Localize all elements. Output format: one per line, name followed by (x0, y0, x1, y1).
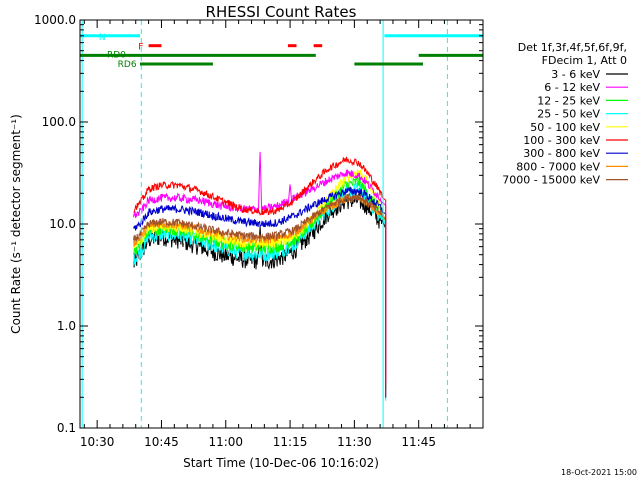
x-tick-label: 11:15 (273, 435, 308, 449)
series-line-7000-15000-kev (133, 194, 387, 383)
legend-header-line: Det 1f,3f,4f,5f,6f,9f, (518, 41, 627, 54)
x-tick-label: 10:30 (80, 435, 115, 449)
legend: Det 1f,3f,4f,5f,6f,9f,FDecim 1, Att 03 -… (502, 41, 628, 187)
flag-label-rd0: RD0 (107, 50, 126, 60)
chart-title: RHESSI Count Rates (206, 3, 357, 21)
series-line-300-800-kev (133, 186, 387, 398)
series-line-50-100-kev (133, 169, 387, 385)
flag-label-f: F (138, 43, 143, 53)
x-tick-label: 10:45 (144, 435, 179, 449)
legend-entry-label: 100 - 300 keV (523, 134, 600, 147)
y-tick-label: 0.1 (57, 421, 76, 435)
legend-entry-label: 25 - 50 keV (537, 108, 600, 121)
x-tick-label: 11:30 (337, 435, 372, 449)
x-axis-label: Start Time (10-Dec-06 10:16:02) (183, 456, 379, 470)
footer-date: 18-Oct-2021 15:00 (561, 468, 637, 477)
y-tick-label: 1.0 (57, 319, 76, 333)
legend-entry-label: 3 - 6 keV (551, 68, 600, 81)
y-axis-label: Count Rate (s⁻¹ detector segment⁻¹) (9, 114, 23, 334)
legend-entry-label: 50 - 100 keV (530, 121, 600, 134)
legend-entry-label: 300 - 800 keV (523, 147, 600, 160)
chart-marks (80, 20, 483, 428)
flag-label-rd6: RD6 (118, 60, 137, 70)
legend-entry-label: 6 - 12 keV (544, 81, 600, 94)
legend-entry-label: 800 - 7000 keV (516, 160, 600, 173)
y-tick-label: 10.0 (49, 217, 76, 231)
x-tick-label: 11:45 (401, 435, 436, 449)
flag-label-n: N (99, 33, 106, 43)
y-tick-label: 1000.0 (34, 13, 76, 27)
series-line-100-300-kev (133, 156, 387, 396)
legend-entry-label: 7000 - 15000 keV (502, 174, 600, 187)
legend-header-line: FDecim 1, Att 0 (542, 54, 627, 67)
legend-entry-label: 12 - 25 keV (537, 94, 600, 107)
x-tick-label: 11:00 (208, 435, 243, 449)
y-tick-label: 100.0 (42, 115, 76, 129)
